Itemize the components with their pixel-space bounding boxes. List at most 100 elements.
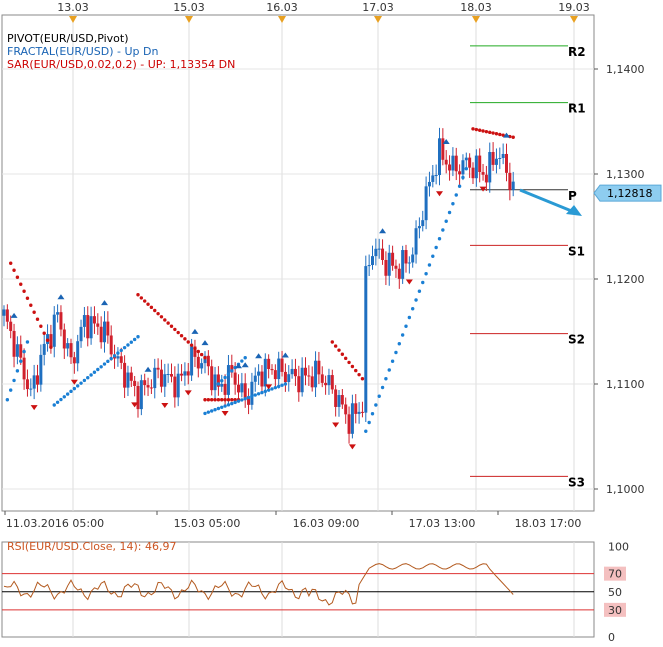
sar-dot: [263, 389, 267, 394]
sar-dot: [163, 318, 167, 322]
candle-body: [354, 403, 358, 414]
candle-body: [9, 321, 13, 331]
sar-dot: [49, 345, 53, 349]
candle-body: [89, 316, 93, 339]
candle-body: [106, 321, 110, 336]
candle-body: [320, 374, 324, 383]
sar-dot: [390, 359, 395, 363]
sar-dot: [42, 331, 46, 335]
sar-dot: [461, 175, 465, 180]
sar-dot: [414, 298, 418, 302]
rsi-tick-label: 70: [608, 568, 622, 581]
sar-dot: [186, 340, 190, 344]
x-axis-bottom-label: 17.03 13:00: [409, 517, 476, 530]
candle-body: [153, 367, 157, 389]
candle-body: [49, 334, 53, 347]
candle-body: [317, 360, 321, 375]
candle-body: [468, 157, 472, 168]
day-marker-triangle: [69, 16, 77, 23]
sar-dot: [360, 377, 365, 381]
price-plot-frame: [1, 14, 595, 512]
sar-dot: [220, 379, 224, 383]
sar-dot: [19, 282, 23, 286]
day-marker-triangle: [185, 16, 193, 23]
sar-dot: [441, 228, 445, 232]
candle-body: [216, 374, 220, 387]
candle-body: [454, 155, 458, 172]
candle-body: [391, 252, 395, 266]
candle-body: [200, 363, 204, 369]
pivot-level-label: S3: [568, 475, 585, 489]
candle-body: [260, 371, 264, 387]
sar-dot: [189, 343, 194, 347]
day-marker-triangle: [570, 16, 578, 23]
candle-body: [451, 155, 455, 171]
candle-body: [431, 175, 435, 182]
sar-dot: [501, 133, 505, 137]
candle-body: [444, 159, 448, 165]
candle-body: [139, 380, 143, 410]
y-axis-tick-label: 1,1300: [606, 168, 645, 181]
candle-body: [270, 368, 274, 371]
sar-dot: [65, 392, 70, 396]
candle-body: [280, 358, 284, 372]
candle-body: [29, 388, 33, 390]
sar-dot: [270, 387, 274, 391]
sar-dot: [427, 263, 432, 267]
candle-body: [5, 309, 9, 322]
candle-body: [421, 220, 425, 227]
fractal-up-marker: [235, 363, 242, 369]
candle-body: [330, 375, 334, 390]
sar-dot: [159, 315, 164, 319]
sar-dot: [99, 365, 103, 369]
sar-dot: [12, 268, 16, 272]
candle-body: [42, 343, 46, 355]
sar-dot: [109, 356, 113, 361]
sar-dot: [240, 398, 244, 402]
candle-body: [193, 346, 197, 357]
candle-body: [371, 256, 374, 266]
sar-dot: [89, 373, 93, 377]
sar-dot: [106, 359, 110, 364]
candle-body: [340, 395, 344, 405]
sar-dot: [35, 317, 40, 321]
candle-body: [149, 387, 153, 389]
candle-body: [32, 375, 36, 389]
sar-dot: [19, 359, 23, 363]
day-marker-triangle: [472, 16, 480, 23]
candle-body: [364, 266, 368, 413]
sar-dot: [12, 378, 16, 383]
fractal-up-marker: [442, 139, 450, 145]
sar-dot: [471, 127, 475, 131]
candle-body: [240, 383, 244, 393]
sar-dot: [203, 411, 207, 416]
sar-dot: [374, 403, 378, 407]
candle-body: [411, 254, 415, 263]
candle-body: [146, 385, 150, 388]
fractal-down-marker: [265, 384, 273, 390]
candle-body: [273, 370, 277, 380]
sar-dot: [350, 364, 355, 369]
candle-body: [250, 381, 254, 405]
candle-body: [367, 265, 371, 267]
sar-dot: [407, 315, 412, 320]
candle-body: [190, 346, 194, 376]
sar-dot: [15, 369, 20, 373]
sar-dot: [193, 346, 197, 350]
candle-body: [417, 226, 421, 229]
candle-body: [22, 357, 26, 380]
fractal-up-marker: [379, 228, 387, 234]
sar-dot: [112, 354, 117, 358]
candle-body: [213, 374, 217, 391]
candle-body: [461, 160, 465, 175]
rsi-line: [3, 563, 514, 606]
sar-dot: [421, 280, 425, 285]
sar-dot: [86, 376, 90, 380]
fractal-down-marker: [70, 379, 78, 385]
pivot-level-label: R2: [568, 45, 586, 59]
fractal-down-marker: [405, 279, 413, 285]
candle-body: [427, 181, 431, 187]
candle-body: [109, 335, 113, 355]
sar-dot: [139, 296, 144, 300]
